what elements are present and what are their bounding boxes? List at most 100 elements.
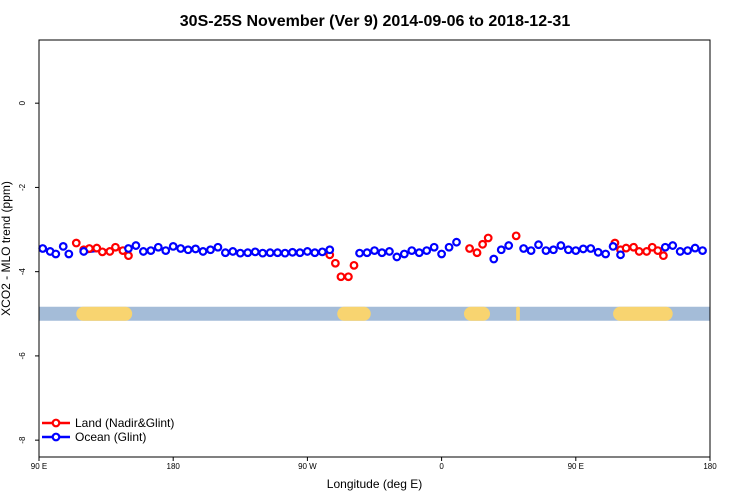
ocean-point xyxy=(534,240,543,250)
land-point xyxy=(634,247,644,256)
ocean-point xyxy=(131,241,141,250)
ocean-point xyxy=(273,248,282,258)
land-segment xyxy=(76,306,133,321)
land-point xyxy=(124,251,133,261)
x-tick-label: 90 E xyxy=(568,462,584,471)
land-point xyxy=(111,242,120,252)
ocean-point xyxy=(519,244,529,253)
ocean-point xyxy=(250,247,260,257)
ocean-point xyxy=(452,237,461,247)
land-point xyxy=(97,247,107,257)
land-ocean-band xyxy=(39,306,710,321)
y-tick-label: -8 xyxy=(18,436,27,444)
land-point xyxy=(349,260,359,270)
y-tick-label: 0 xyxy=(18,100,27,105)
x-tick-label: 90 E xyxy=(31,462,47,471)
ocean-point xyxy=(355,248,364,258)
ocean-point xyxy=(549,245,558,255)
ocean-point xyxy=(161,246,171,256)
ocean-point xyxy=(206,245,215,255)
legend-entry: Land (Nadir&Glint) xyxy=(42,416,174,430)
land-point xyxy=(653,246,663,256)
ocean-point xyxy=(675,247,685,256)
ocean-point xyxy=(690,243,700,253)
ocean-point xyxy=(571,246,581,256)
plot-frame xyxy=(38,39,711,458)
legend: Land (Nadir&Glint)Ocean (Glint) xyxy=(42,416,174,444)
ocean-point xyxy=(377,248,387,258)
land-segment xyxy=(463,306,491,321)
ocean-point xyxy=(51,249,61,259)
land-point xyxy=(330,258,340,268)
ocean-point xyxy=(422,246,432,256)
land-point xyxy=(478,239,488,249)
ocean-point xyxy=(370,246,379,256)
ocean-point xyxy=(280,248,290,258)
legend-label: Land (Nadir&Glint) xyxy=(75,416,174,430)
land-point xyxy=(92,243,102,253)
ocean-point xyxy=(385,247,394,256)
ocean-point xyxy=(295,248,305,258)
land-point xyxy=(465,244,474,253)
ocean-point xyxy=(563,245,573,255)
ocean-point xyxy=(168,241,178,251)
ocean-point xyxy=(608,241,618,251)
ocean-point xyxy=(399,249,409,259)
ocean-point xyxy=(317,247,327,257)
land-point xyxy=(659,251,668,261)
ocean-point xyxy=(407,246,417,256)
land-point xyxy=(483,233,493,243)
ocean-point xyxy=(444,242,454,252)
ocean-point xyxy=(79,247,89,256)
land-segment xyxy=(613,306,673,321)
ocean-point xyxy=(437,249,447,259)
ocean-point xyxy=(541,246,551,256)
ocean-point xyxy=(526,246,536,256)
land-segment xyxy=(516,306,520,321)
x-tick-label: 180 xyxy=(703,462,717,471)
ocean-point xyxy=(660,242,670,252)
ocean-point xyxy=(191,244,200,254)
ocean-point xyxy=(504,241,514,250)
x-tick-label: 90 W xyxy=(298,462,317,471)
y-tick-label: -6 xyxy=(18,352,27,360)
x-axis: 90 E 180 90 W 0 90 E 180 xyxy=(31,457,717,471)
y-tick-label: -4 xyxy=(18,268,27,276)
y-axis-label: XCO2 - MLO trend (ppm) xyxy=(0,181,13,316)
ocean-point xyxy=(183,245,193,255)
legend-label: Ocean (Glint) xyxy=(75,430,146,444)
ocean-point xyxy=(683,246,693,256)
ocean-point xyxy=(146,246,156,256)
ocean-point xyxy=(124,244,133,253)
land-point xyxy=(629,242,638,252)
x-axis-label: Longitude (deg E) xyxy=(327,477,422,491)
ocean-point xyxy=(362,248,372,258)
ocean-point xyxy=(616,250,625,260)
ocean-point xyxy=(138,247,148,256)
land-segment xyxy=(337,306,371,321)
legend-entry: Ocean (Glint) xyxy=(42,430,146,444)
ocean-point xyxy=(213,242,223,252)
land-point xyxy=(621,243,631,253)
legend-marker xyxy=(51,432,61,442)
chart-title: 30S-25S November (Ver 9) 2014-09-06 to 2… xyxy=(180,13,571,30)
ocean-point xyxy=(392,252,402,262)
x-tick-label: 180 xyxy=(167,462,181,471)
data-points xyxy=(38,231,707,282)
ocean-point xyxy=(556,241,566,250)
ocean-point xyxy=(288,247,297,257)
ocean-point xyxy=(265,248,275,258)
ocean-point xyxy=(586,244,596,253)
ocean-point xyxy=(198,247,208,256)
ocean-point xyxy=(58,241,68,251)
ocean-point xyxy=(310,248,320,258)
ocean-point xyxy=(668,241,678,250)
ocean-point xyxy=(429,242,439,252)
ocean-point xyxy=(176,244,186,253)
land-point xyxy=(71,238,81,248)
ocean-point xyxy=(578,244,588,254)
legend-marker xyxy=(51,418,61,428)
land-point xyxy=(511,231,521,241)
land-point xyxy=(472,248,482,258)
